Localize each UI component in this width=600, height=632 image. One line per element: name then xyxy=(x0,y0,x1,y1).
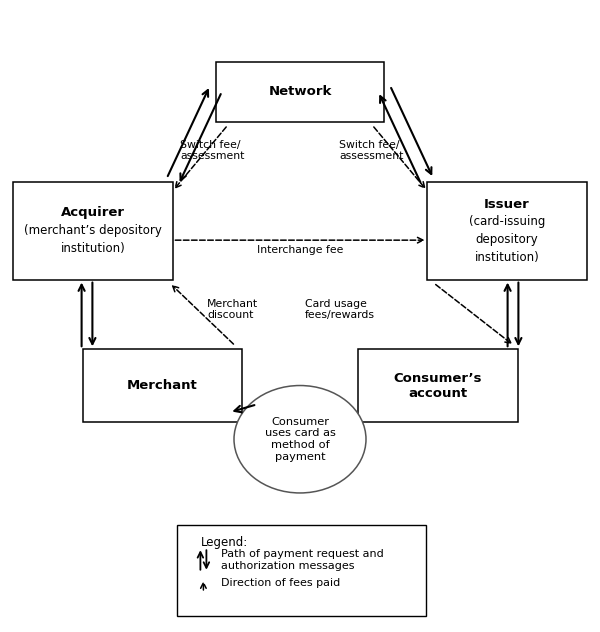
Text: Consumer
uses card as
method of
payment: Consumer uses card as method of payment xyxy=(265,417,335,461)
Bar xyxy=(427,182,587,279)
Text: depository: depository xyxy=(476,233,538,246)
Text: Merchant
discount: Merchant discount xyxy=(207,299,258,320)
Text: Legend:: Legend: xyxy=(201,536,248,549)
Text: Consumer’s
account: Consumer’s account xyxy=(394,372,482,399)
Text: Switch fee/
assessment: Switch fee/ assessment xyxy=(339,140,403,161)
Text: Direction of fees paid: Direction of fees paid xyxy=(221,578,341,588)
Text: (card-issuing: (card-issuing xyxy=(469,216,545,228)
Bar xyxy=(216,62,384,121)
Text: institution): institution) xyxy=(475,251,539,264)
Text: Issuer: Issuer xyxy=(484,198,530,210)
Text: Network: Network xyxy=(268,85,332,98)
Ellipse shape xyxy=(234,386,366,493)
Text: Interchange fee: Interchange fee xyxy=(257,245,343,255)
Text: institution): institution) xyxy=(61,242,125,255)
Bar xyxy=(358,349,517,422)
Text: Switch fee/
assessment: Switch fee/ assessment xyxy=(180,140,244,161)
Text: Path of payment request and
authorization messages: Path of payment request and authorizatio… xyxy=(221,549,384,571)
Text: (merchant’s depository: (merchant’s depository xyxy=(24,224,162,237)
Bar xyxy=(83,349,241,422)
Bar xyxy=(177,525,426,616)
Text: Acquirer: Acquirer xyxy=(61,207,125,219)
Text: Merchant: Merchant xyxy=(127,379,197,392)
Bar xyxy=(13,182,173,279)
Text: Card usage
fees/rewards: Card usage fees/rewards xyxy=(305,299,375,320)
